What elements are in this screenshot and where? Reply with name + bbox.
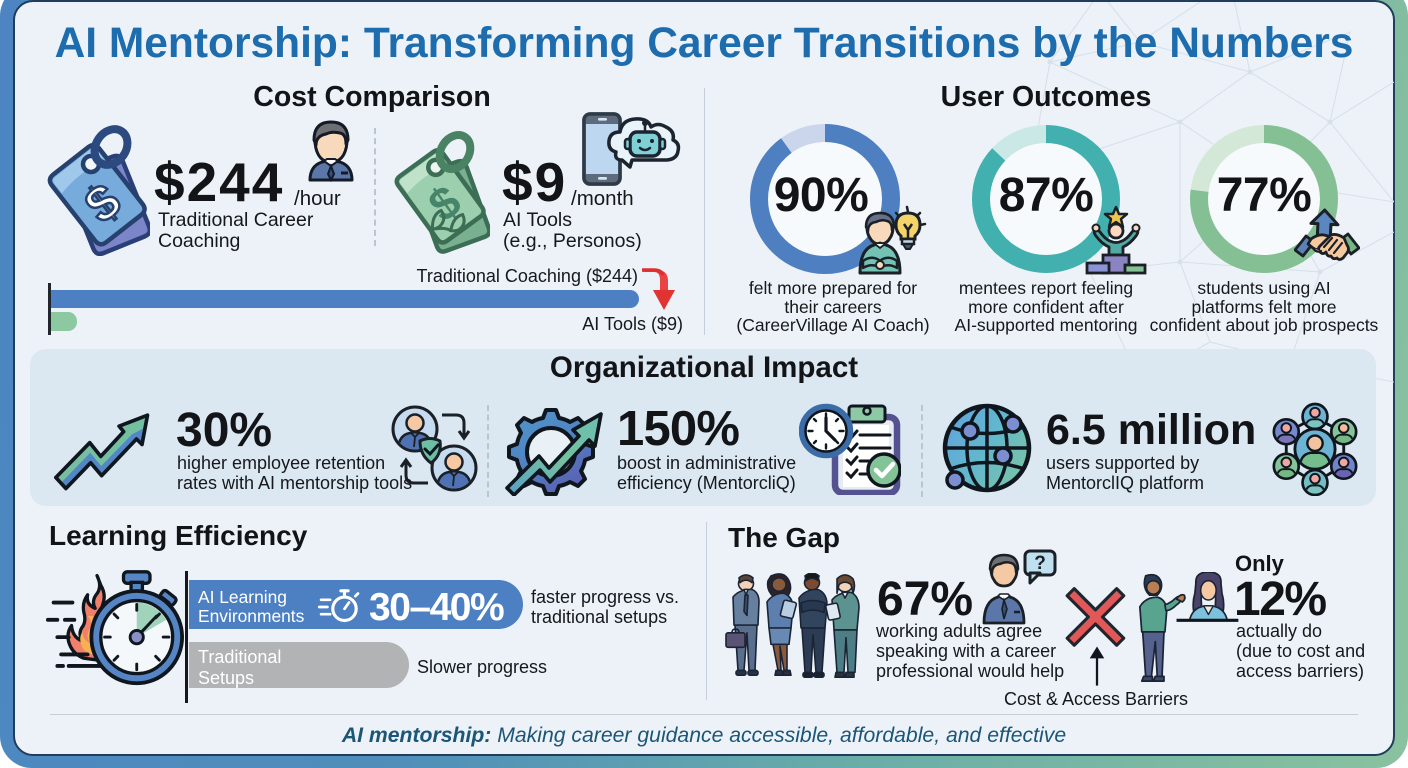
svg-text:?: ? [1034,553,1046,574]
